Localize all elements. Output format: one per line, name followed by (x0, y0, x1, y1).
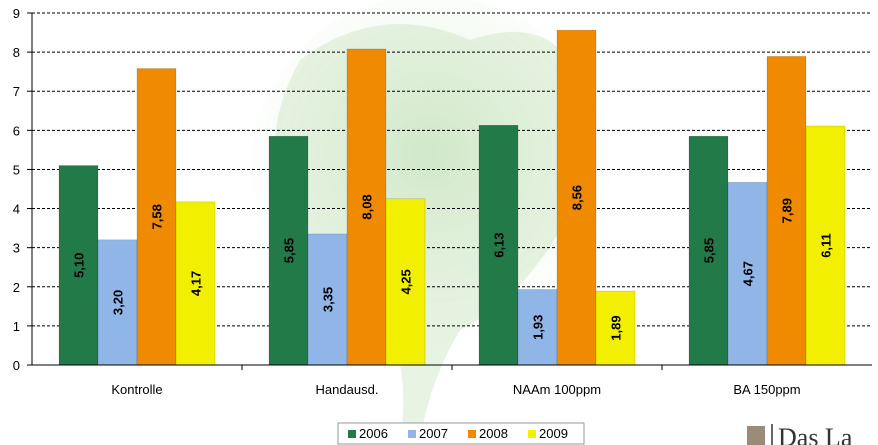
bar (595, 290, 636, 366)
legend-swatch (468, 430, 476, 438)
bar (136, 68, 177, 366)
y-tick-label: 1 (13, 319, 20, 334)
bars-group: 5,10 3,20 7,58 4,17 5,85 3,35 8,08 4,25 6,13 1,93… (58, 29, 846, 366)
bar (727, 182, 768, 366)
bar (517, 289, 558, 366)
logo: Das La (747, 423, 853, 445)
y-tick-label: 7 (13, 84, 20, 99)
data-label: 6,13 (492, 232, 507, 257)
y-tick-label: 4 (13, 202, 20, 217)
y-tick-label: 2 (13, 280, 20, 295)
data-label: 7,89 (780, 198, 795, 223)
y-tick-label: 6 (13, 123, 20, 138)
x-tick-label: NAAm 100ppm (513, 382, 601, 397)
bar (307, 233, 348, 366)
legend-swatch (528, 430, 536, 438)
bar (688, 135, 729, 366)
x-tick-label: Handausd. (316, 382, 379, 397)
x-tick-label: Kontrolle (111, 382, 162, 397)
y-tick-label: 3 (13, 241, 20, 256)
legend-label: 2009 (539, 426, 568, 441)
data-label: 1,93 (531, 315, 546, 340)
legend-swatch (348, 430, 356, 438)
legend-label: 2007 (419, 426, 448, 441)
bar (385, 198, 426, 366)
legend-swatch (408, 430, 416, 438)
bar (58, 165, 99, 366)
legend-label: 2006 (359, 426, 388, 441)
bar (175, 201, 216, 366)
bar (268, 135, 309, 366)
bar (346, 48, 387, 366)
data-label: 4,67 (741, 261, 756, 286)
data-label: 3,35 (321, 287, 336, 312)
bar (805, 125, 846, 366)
x-axis: Kontrolle Handausd. NAAm 100ppm BA 150ppm (32, 364, 872, 397)
bar (766, 56, 807, 366)
data-label: 5,10 (72, 253, 87, 278)
data-label: 4,25 (399, 269, 414, 294)
data-label: 4,17 (189, 271, 204, 296)
x-tick-label: BA 150ppm (733, 382, 800, 397)
data-label: 8,56 (570, 185, 585, 210)
data-label: 3,20 (111, 290, 126, 315)
legend: 2006 2007 2008 2009 (337, 422, 585, 445)
legend-label: 2008 (479, 426, 508, 441)
logo-text: Das La (778, 423, 853, 445)
y-tick-label: 9 (13, 6, 20, 21)
bar (556, 29, 597, 366)
logo-emblem-icon (747, 426, 765, 445)
legend-box (337, 422, 585, 445)
data-label: 5,85 (282, 238, 297, 263)
data-label: 5,85 (702, 238, 717, 263)
y-tick-label: 5 (13, 162, 20, 177)
bar (478, 124, 519, 366)
data-label: 6,11 (819, 233, 834, 258)
data-label: 7,58 (150, 204, 165, 229)
y-tick-label: 8 (13, 45, 20, 60)
data-label: 1,89 (609, 315, 624, 340)
data-label: 8,08 (360, 194, 375, 219)
y-axis: 0 1 2 3 4 5 6 7 8 9 (13, 6, 33, 373)
y-tick-label: 0 (13, 358, 20, 373)
